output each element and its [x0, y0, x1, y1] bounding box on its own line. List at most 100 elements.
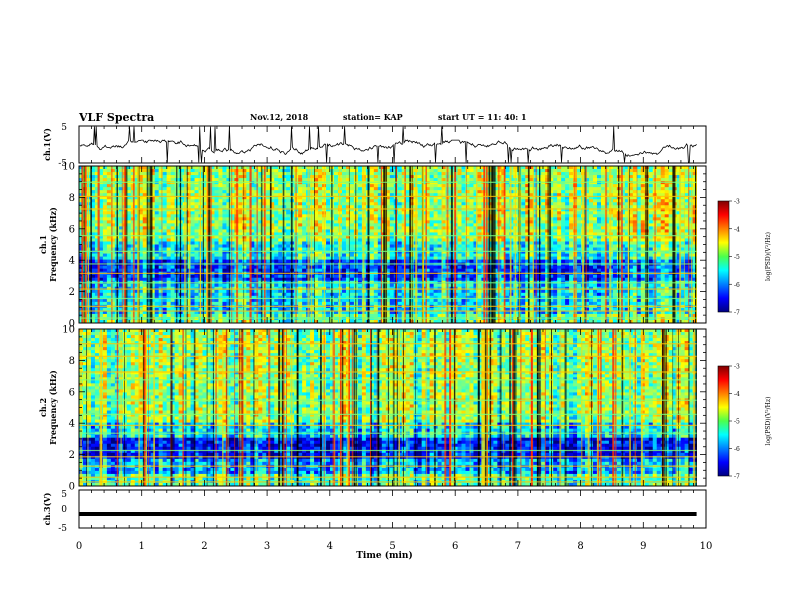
spectrogram-cell	[441, 265, 446, 270]
spectrogram-cell	[282, 277, 287, 282]
spectrogram-cell	[373, 268, 379, 273]
spectrogram-cell	[118, 268, 124, 273]
spectrogram-cell	[238, 190, 243, 194]
spectrogram-cell	[106, 202, 112, 206]
spectrogram-cell	[437, 289, 442, 294]
spectrogram-cell	[425, 229, 431, 233]
spectrogram-cell	[186, 208, 191, 212]
spectrogram-cell	[150, 178, 156, 182]
spectrogram-cell	[441, 307, 446, 312]
spectrogram-cell	[254, 187, 259, 191]
spectrogram-cell	[98, 313, 104, 318]
spectrogram-cell	[94, 319, 100, 324]
spectrogram-cell	[286, 214, 291, 218]
spectrogram-cell	[349, 313, 355, 318]
spectrogram-cell	[258, 238, 263, 242]
spectrogram-cell	[118, 205, 124, 209]
spectrogram-cell	[437, 277, 442, 282]
spectrogram-cell	[429, 220, 435, 224]
spectrogram-cell	[278, 202, 283, 206]
spectrogram-cell	[126, 310, 132, 315]
spectrogram-cell	[190, 208, 195, 212]
spectrogram-cell	[457, 307, 462, 312]
spectrogram-cell	[238, 292, 243, 297]
spectrogram-cell	[142, 313, 148, 318]
spectrogram-cell	[98, 175, 104, 179]
spectrogram-cell	[226, 178, 231, 182]
spectrogram-cell	[409, 289, 415, 294]
spectrogram-cell	[357, 220, 363, 224]
spectrogram-cell	[79, 184, 84, 188]
spectrogram-cell	[158, 283, 164, 288]
spectrogram-cell	[90, 238, 96, 242]
spectrogram-cell	[389, 298, 395, 303]
spectrogram-cell	[441, 274, 446, 279]
spectrogram-cell	[286, 190, 291, 194]
spectrogram-cell	[341, 169, 347, 173]
spectrogram-cell	[345, 220, 351, 224]
spectrogram-cell	[401, 259, 407, 264]
spectrogram-cell	[334, 298, 339, 303]
spectrogram-cell	[158, 268, 164, 273]
spectrogram-cell	[210, 205, 215, 209]
spectrogram-cell	[102, 187, 108, 191]
spectrogram-cell	[142, 295, 148, 300]
spectrogram-cell	[318, 175, 323, 179]
spectrogram-cell	[194, 274, 199, 279]
spectrogram-cell	[429, 175, 435, 179]
spectrogram-cell	[166, 193, 172, 197]
spectrogram-cell	[433, 208, 439, 212]
spectrogram-cell	[94, 232, 100, 236]
spectrogram-cell	[162, 199, 168, 203]
spectrogram-cell	[86, 259, 92, 264]
spectrogram-cell	[377, 256, 383, 260]
spectrogram-cell	[94, 253, 100, 257]
spectrogram-cell	[417, 214, 423, 218]
spectrogram-cell	[298, 214, 303, 218]
spectrogram-cell	[166, 283, 172, 288]
spectrogram-cell	[166, 289, 172, 294]
spectrogram-cell	[134, 166, 140, 170]
spectrogram-cell	[194, 250, 199, 254]
spectrogram-cell	[274, 214, 279, 218]
spectrogram-cell	[134, 202, 140, 206]
spectrogram-cell	[138, 250, 144, 254]
spectrogram-cell	[146, 232, 152, 236]
spectrogram-cell	[274, 319, 279, 324]
spectrogram-cell	[258, 226, 263, 230]
spectrogram-cell	[318, 292, 323, 297]
spectrogram-cell	[310, 256, 315, 260]
spectrogram-cell	[389, 223, 395, 227]
spectrogram-cell	[318, 298, 323, 303]
spectrogram-cell	[210, 184, 215, 188]
spectrogram-cell	[254, 217, 259, 221]
spectrogram-cell	[433, 268, 439, 273]
spectrogram-cell	[377, 214, 383, 218]
spectrogram-cell	[409, 274, 415, 279]
spectrogram-cell	[298, 232, 303, 236]
spectrogram-cell	[190, 205, 195, 209]
spectrogram-cell	[94, 217, 100, 221]
spectrogram-cell	[118, 250, 124, 254]
spectrogram-cell	[397, 283, 403, 288]
spectrogram-cell	[118, 247, 124, 251]
spectrogram-cell	[186, 244, 191, 248]
spectrogram-cell	[389, 196, 395, 200]
spectrogram-cell	[230, 229, 235, 233]
spectrogram-cell	[190, 187, 195, 191]
spectrogram-cell	[210, 208, 215, 212]
spectrogram-cell	[318, 208, 323, 212]
spectrogram-cell	[417, 295, 423, 300]
spectrogram-cell	[389, 220, 395, 224]
spectrogram-cell	[409, 175, 415, 179]
spectrogram-cell	[314, 190, 319, 194]
spectrogram-cell	[166, 223, 172, 227]
spectrogram-cell	[357, 214, 363, 218]
spectrogram-cell	[318, 223, 323, 227]
spectrogram-cell	[266, 301, 271, 306]
spectrogram-cell	[266, 319, 271, 324]
spectrogram-cell	[401, 205, 407, 209]
spectrogram-cell	[226, 274, 231, 279]
spectrogram-cell	[437, 241, 442, 245]
spectrogram-cell	[170, 274, 176, 279]
